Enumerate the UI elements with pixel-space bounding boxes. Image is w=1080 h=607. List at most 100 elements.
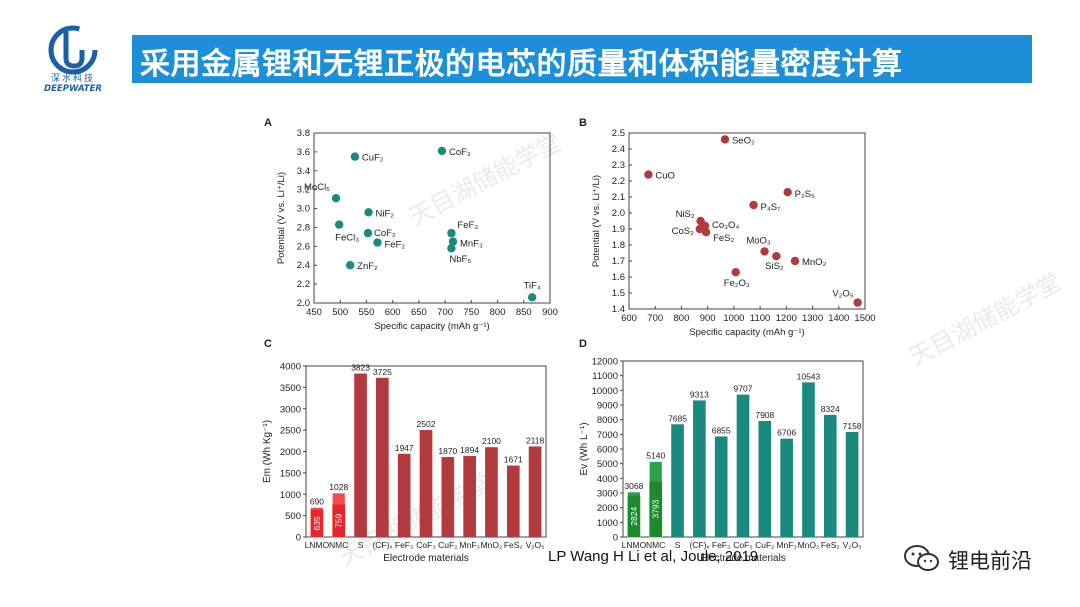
y-tick-label: 3000 [597,489,618,500]
bar [506,465,520,537]
y-tick-label: 0 [296,533,301,544]
bar [714,436,728,537]
data-point [334,220,344,229]
data-point [701,228,711,237]
y-axis-label: Potential (V vs. Li⁺/Li) [591,175,602,267]
y-tick-label: 7000 [597,430,618,441]
x-tick-label: CoF₃ [416,540,436,550]
plot-frame [628,132,866,310]
y-tick-label: 2.4 [612,144,625,155]
bar-value-label: 7158 [843,421,862,431]
plot-frame [313,132,551,304]
y-tick-label: 1.6 [612,272,625,283]
data-point [644,170,653,179]
y-tick-label: 1000 [597,518,618,529]
x-tick-label: LNMO [305,540,330,550]
x-tick-label: 1100 [750,313,770,324]
bar [397,453,411,537]
x-tick-label: 750 [463,307,479,318]
point-label: NiS₂ [676,209,695,220]
x-tick-label: 1400 [828,313,849,324]
point-label: SiS₂ [765,261,784,272]
data-point [783,188,792,197]
y-tick-label: 1.9 [612,224,625,235]
y-tick-label: 3.0 [297,204,310,215]
y-tick-label: 8000 [597,415,618,426]
bar-value-label: 2118 [526,435,545,445]
x-tick-label: 1500 [854,313,875,324]
bar-value-label: 8324 [821,404,840,414]
bar [758,421,772,537]
bar-value-label: 3725 [373,367,392,377]
x-tick-label: 900 [700,313,716,324]
data-point [447,228,456,238]
y-tick-label: 2.1 [612,192,625,203]
bar [693,400,706,537]
y-tick-label: 3.4 [297,166,310,177]
bar [485,447,498,537]
y-tick-label: 1.4 [612,304,625,315]
y-tick-label: 2.2 [612,176,625,187]
x-tick-label: MnF₃ [459,540,479,550]
bar-value-label: 1671 [504,455,523,465]
y-tick-label: 12000 [592,357,618,368]
y-tick-label: 2.5 [612,128,625,139]
data-point [720,135,730,144]
point-label: V₂O₅ [832,289,853,300]
data-point [447,244,456,253]
x-tick-label: 450 [306,307,322,318]
bar-value-label: 7908 [755,410,774,420]
chart-panel-c: C 0 500 1000 1500 2000 2500 3000 3500 4000 Em (Wh … [262,338,547,564]
inner-bar [649,481,663,537]
y-tick-label: 9000 [597,401,618,412]
x-tick-label: 600 [621,313,637,324]
x-tick-label: 1000 [723,313,744,324]
data-point [345,261,355,270]
data-point [695,224,704,234]
x-tick-label: 600 [385,307,401,318]
bar-value-label: 3823 [351,363,370,373]
x-tick-label: LNMO [622,540,647,550]
y-tick-label: 2000 [597,503,618,514]
bar-value-label: 2502 [417,419,436,429]
point-label: P₄S₇ [761,202,781,213]
panel-letter: A [264,117,272,129]
x-axis-label: Electrode materials [383,553,469,564]
bar [736,394,750,537]
point-label: TiF₄ [524,280,541,291]
bar [528,446,542,537]
point-label: MoCl₅ [304,182,330,193]
bar-value-label: 3068 [624,481,643,491]
logo-subtitle: DEEPWATER [44,84,102,94]
x-tick-label: 800 [490,307,506,318]
x-tick-label: 500 [332,307,348,318]
y-tick-label: 3.6 [297,147,310,158]
y-axis-label: Em (Wh Kg⁻¹) [262,420,273,483]
y-tick-label: 2.0 [297,298,310,309]
y-tick-label: 1.5 [612,288,625,299]
x-tick-label: NMC [646,540,665,550]
x-tick-label: MnO₂ [798,540,820,550]
y-tick-label: 2.2 [297,279,310,290]
point-label: ZnF₂ [357,261,378,272]
panel-letter: C [264,338,272,350]
y-tick-label: 2.6 [297,241,310,252]
x-tick-label: 1200 [776,313,797,324]
point-label: CuO [655,171,675,182]
y-tick-label: 4000 [280,362,301,373]
x-tick-label: 800 [674,313,690,324]
point-label: FeF₃ [457,220,478,231]
data-point [373,238,382,247]
wechat-label: 锂电前沿 [948,549,1032,573]
bar [845,432,859,537]
data-point [437,146,447,156]
logo-name: 深水科技 [50,74,95,84]
data-point [731,268,740,277]
panel-letter: D [579,338,587,350]
x-axis-label: Specific capacity (mAh g⁻¹) [689,327,804,338]
x-tick-label: 650 [411,307,427,318]
data-point [790,256,800,266]
bar-value-label: 7685 [668,413,687,423]
x-tick-label: 1300 [802,313,823,324]
bar-value-label: 10543 [797,371,821,381]
